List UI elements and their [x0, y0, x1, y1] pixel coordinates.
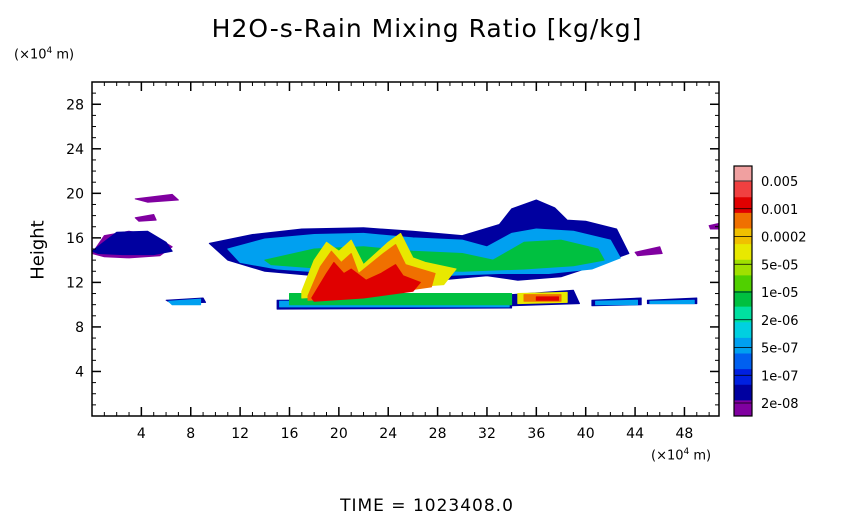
chart-title: H2O-s-Rain Mixing Ratio [kg/kg] [211, 14, 643, 43]
x-tick-label-11: 48 [676, 426, 694, 442]
x-tick-label-5: 24 [379, 426, 397, 442]
colorbar-label-5: 2e-06 [761, 314, 799, 329]
colorbar-swatch-9 [734, 306, 752, 323]
colorbar-swatch-6 [734, 259, 752, 276]
colorbar-swatch-11 [734, 337, 752, 355]
x-tick-label-2: 12 [231, 426, 249, 442]
colorbar-swatch-15 [734, 400, 752, 417]
x-tick-label-6: 28 [429, 426, 447, 442]
contour-region-3 [634, 246, 663, 257]
colorbar-swatch-10 [734, 322, 752, 339]
colorbar-label-1: 0.001 [761, 203, 798, 218]
x-unit-label: (×104 m) [651, 447, 712, 464]
contour-region-4 [708, 222, 720, 230]
x-tick-label-0: 4 [137, 426, 146, 442]
contour-region-2 [134, 214, 157, 222]
colorbar-swatch-5 [734, 244, 752, 261]
colorbar-swatch-7 [734, 275, 752, 292]
colorbar-label-6: 5e-07 [761, 342, 799, 357]
colorbar-swatch-0 [734, 166, 752, 183]
colorbar-swatch-13 [734, 369, 752, 386]
colorbar-label-2: 0.0002 [761, 231, 807, 246]
y-tick-label-1: 8 [75, 320, 84, 336]
contour-regions [91, 193, 720, 310]
x-tick-label-4: 20 [330, 426, 348, 442]
contour-region-24 [535, 296, 559, 301]
colorbar-swatch-8 [734, 291, 752, 308]
colorbar-label-8: 2e-08 [761, 397, 799, 412]
colorbar: 0.005 0.001 0.0002 5e-05 1e-05 2e-06 5e-07 1e-0… [733, 165, 807, 417]
y-tick-label-5: 24 [66, 142, 84, 158]
y-tick-label-0: 4 [75, 364, 84, 380]
colorbar-border [733, 165, 753, 417]
x-tick-label-8: 36 [527, 426, 545, 442]
x-tick-label-10: 44 [626, 426, 644, 442]
colorbar-label-4: 1e-05 [761, 286, 799, 301]
colorbar-label-7: 1e-07 [761, 369, 799, 384]
contour-region-15 [595, 299, 638, 306]
contour-region-16 [649, 299, 695, 305]
x-tick-label-3: 16 [281, 426, 299, 442]
contour-region-1 [134, 193, 179, 203]
time-label: TIME = 1023408.0 [340, 496, 514, 516]
x-tick-label-7: 32 [478, 426, 496, 442]
colorbar-swatch-3 [734, 212, 752, 230]
colorbar-swatch-12 [734, 353, 752, 370]
x-tick-label-9: 40 [577, 426, 595, 442]
y-unit-label: (×104 m) [14, 46, 75, 63]
y-tick-label-6: 28 [66, 97, 84, 113]
contour-region-13 [168, 298, 202, 306]
x-tick-label-1: 8 [186, 426, 195, 442]
y-tick-label-2: 12 [66, 275, 84, 291]
y-tick-label-4: 20 [66, 186, 84, 202]
colorbar-swatch-14 [734, 384, 752, 401]
contour-region-5 [91, 230, 173, 256]
colorbar-label-3: 5e-05 [761, 258, 799, 273]
y-tick-label-3: 16 [66, 231, 84, 247]
colorbar-swatch-2 [734, 197, 752, 214]
colorbar-label-0: 0.005 [761, 175, 798, 190]
colorbar-swatch-1 [734, 181, 752, 198]
contour-region-23 [311, 261, 421, 302]
